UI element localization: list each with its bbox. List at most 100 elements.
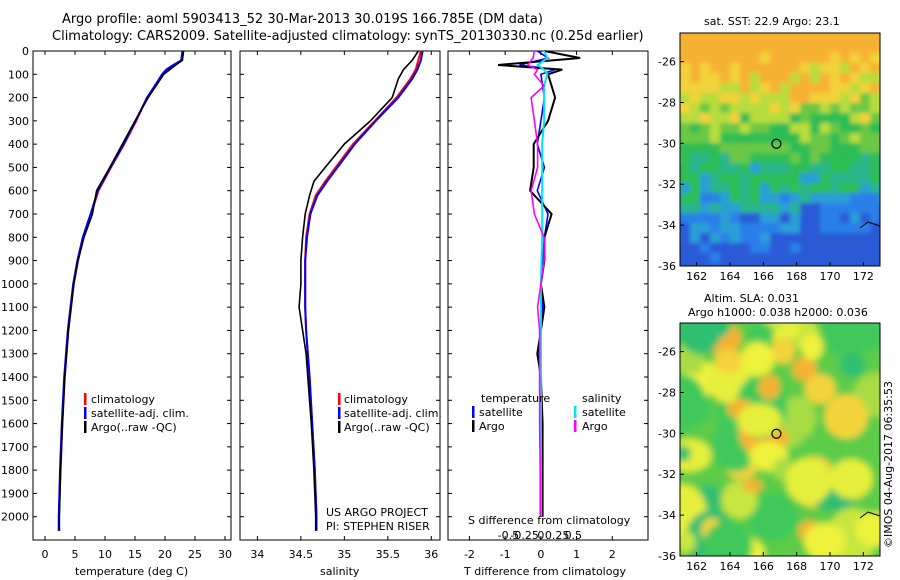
sst-cell [870,173,880,184]
x-tick-label: 0 [537,548,544,561]
map-y-tick-label: -32 [658,178,676,191]
sst-cell [760,123,771,134]
sst-cell [720,33,731,44]
sst-cell [680,223,691,234]
sst-cell [850,203,861,214]
sst-cell [760,253,771,264]
diff-legend-label-t-argo: Argo [479,420,505,433]
sst-cell [780,213,791,224]
sst-cell [760,263,771,266]
sal-legend-label-argo: Argo(..raw -QC) [344,421,430,434]
sst-cell [740,53,751,64]
sst-cell [750,53,761,64]
sst-cell [730,53,741,64]
sst-cell [820,253,831,264]
sst-cell [760,183,771,194]
sst-cell [750,263,761,266]
sst-cell [690,213,701,224]
sst-cell [770,213,781,224]
sst-cell [750,223,761,234]
sst-cell [770,123,781,134]
sst-cell [680,33,691,34]
sst-cell [840,263,851,266]
sst-cell [840,143,851,154]
sla-blob [747,323,774,344]
sst-cell [710,63,721,74]
sst-cell [730,203,741,214]
sst-cell [860,33,871,34]
sst-cell [860,203,871,214]
map-y-tick-label: -36 [658,260,676,273]
sal-legend-swatch-satellite [338,407,341,419]
sst-cell [700,73,711,84]
sst-cell [810,153,821,164]
sst-cell [720,233,731,244]
sst-cell [710,193,721,204]
legend-swatch-argo [84,421,87,433]
sst-cell [730,183,741,194]
sst-cell [880,143,891,154]
sst-cell [750,243,761,254]
sst-cell [780,263,791,266]
sst-cell [780,163,791,174]
sst-cell [700,263,711,266]
map-x-tick-label: 168 [786,270,807,283]
x-tick-label: 30 [218,548,232,561]
coastline [859,511,881,519]
sst-cell [790,63,801,74]
sst-cell [680,73,691,84]
sst-cell [760,43,771,54]
sst-cell [690,113,701,124]
sla-field [680,323,880,556]
x2-tick-label: 0.5 [565,529,583,542]
sst-cell [740,273,751,284]
sst-cell [680,203,691,214]
sst-cell [810,33,821,44]
sst-cell [720,193,731,204]
sst-cell [770,233,781,244]
sst-cell [730,123,741,134]
sst-cell [870,63,880,74]
sst-cell [790,213,801,224]
y-tick-label: 1800 [1,464,29,477]
sst-cell [870,153,880,164]
sst-cell [730,143,741,154]
sst-cell [770,253,781,264]
sst-cell [830,253,841,264]
sst-cell [860,263,871,266]
sst-cell [720,263,731,266]
sst-cell [880,73,891,84]
sst-cell [850,43,861,54]
sst-cell [780,123,791,134]
sst-cell [790,153,801,164]
sst-cell [790,223,801,234]
sst-cell [760,113,771,124]
diff-legend-salinity-title: salinity [582,392,622,405]
sst-cell [800,153,811,164]
sst-cell [740,83,751,94]
sst-cell [870,103,880,114]
x-tick-label: -2 [464,548,475,561]
sla-blob [840,323,880,352]
sst-cell [680,113,681,124]
sst-cell [700,43,711,54]
sst-cell [690,63,701,74]
sst-cell [730,93,741,104]
sst-cell [810,93,821,104]
sst-cell [750,83,761,94]
sla-blob [680,531,696,553]
sst-cell [780,143,791,154]
sst-cell [850,33,861,34]
sst-cell [800,223,811,234]
sst-cell [780,43,791,54]
sst-cell [680,93,691,104]
sst-cell [880,113,891,124]
sst-cell [860,113,871,124]
sst-cell [730,163,741,174]
x-tick-label: 0 [42,548,49,561]
sst-cell [820,163,831,174]
map-y-tick-label: -30 [658,137,676,150]
sst-cell [720,103,731,114]
y-tick-label: 400 [8,138,29,151]
sst-cell [690,163,701,174]
